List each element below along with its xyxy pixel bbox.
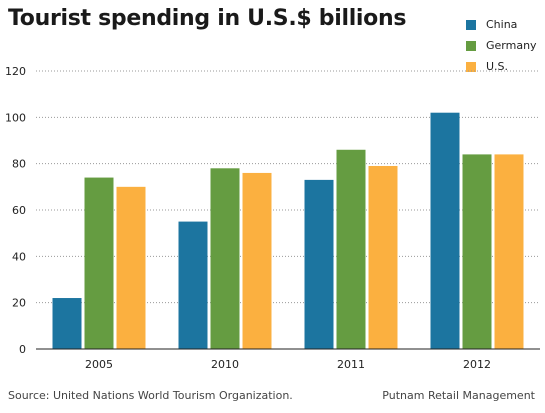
- legend-swatch-germany: [466, 40, 476, 51]
- x-tick-label: 2010: [211, 358, 239, 371]
- legend-item-germany: Germany: [466, 35, 537, 56]
- bar-germany-2012: [462, 154, 492, 349]
- y-tick-label: 40: [12, 250, 26, 263]
- bar-germany-2011: [336, 149, 366, 349]
- credit-note: Putnam Retail Management: [382, 389, 535, 402]
- legend: China Germany U.S.: [466, 14, 537, 77]
- chart-title: Tourist spending in U.S.$ billions: [8, 6, 407, 31]
- legend-item-china: China: [466, 14, 537, 35]
- legend-swatch-china: [466, 19, 476, 30]
- bar-us-2005: [116, 186, 146, 349]
- legend-label-germany: Germany: [486, 39, 537, 52]
- legend-swatch-us: [466, 61, 476, 72]
- bar-germany-2010: [210, 168, 240, 349]
- x-tick-label: 2012: [463, 358, 491, 371]
- bar-us-2011: [368, 165, 398, 349]
- y-tick-label: 100: [5, 111, 26, 124]
- bar-us-2010: [242, 172, 272, 349]
- legend-label-china: China: [486, 18, 518, 31]
- source-note: Source: United Nations World Tourism Org…: [8, 389, 293, 402]
- y-tick-label: 20: [12, 297, 26, 310]
- y-tick-label: 80: [12, 158, 26, 171]
- bar-china-2012: [430, 112, 460, 349]
- legend-item-us: U.S.: [466, 56, 537, 77]
- bar-germany-2005: [84, 177, 114, 349]
- bar-us-2012: [494, 154, 524, 349]
- bar-china-2010: [178, 221, 208, 349]
- x-tick-label: 2005: [85, 358, 113, 371]
- y-tick-label: 120: [5, 65, 26, 78]
- y-tick-label: 0: [19, 343, 26, 356]
- legend-label-us: U.S.: [486, 60, 509, 73]
- y-tick-label: 60: [12, 204, 26, 217]
- x-tick-label: 2011: [337, 358, 365, 371]
- bar-china-2005: [52, 298, 82, 349]
- bar-china-2011: [304, 179, 334, 349]
